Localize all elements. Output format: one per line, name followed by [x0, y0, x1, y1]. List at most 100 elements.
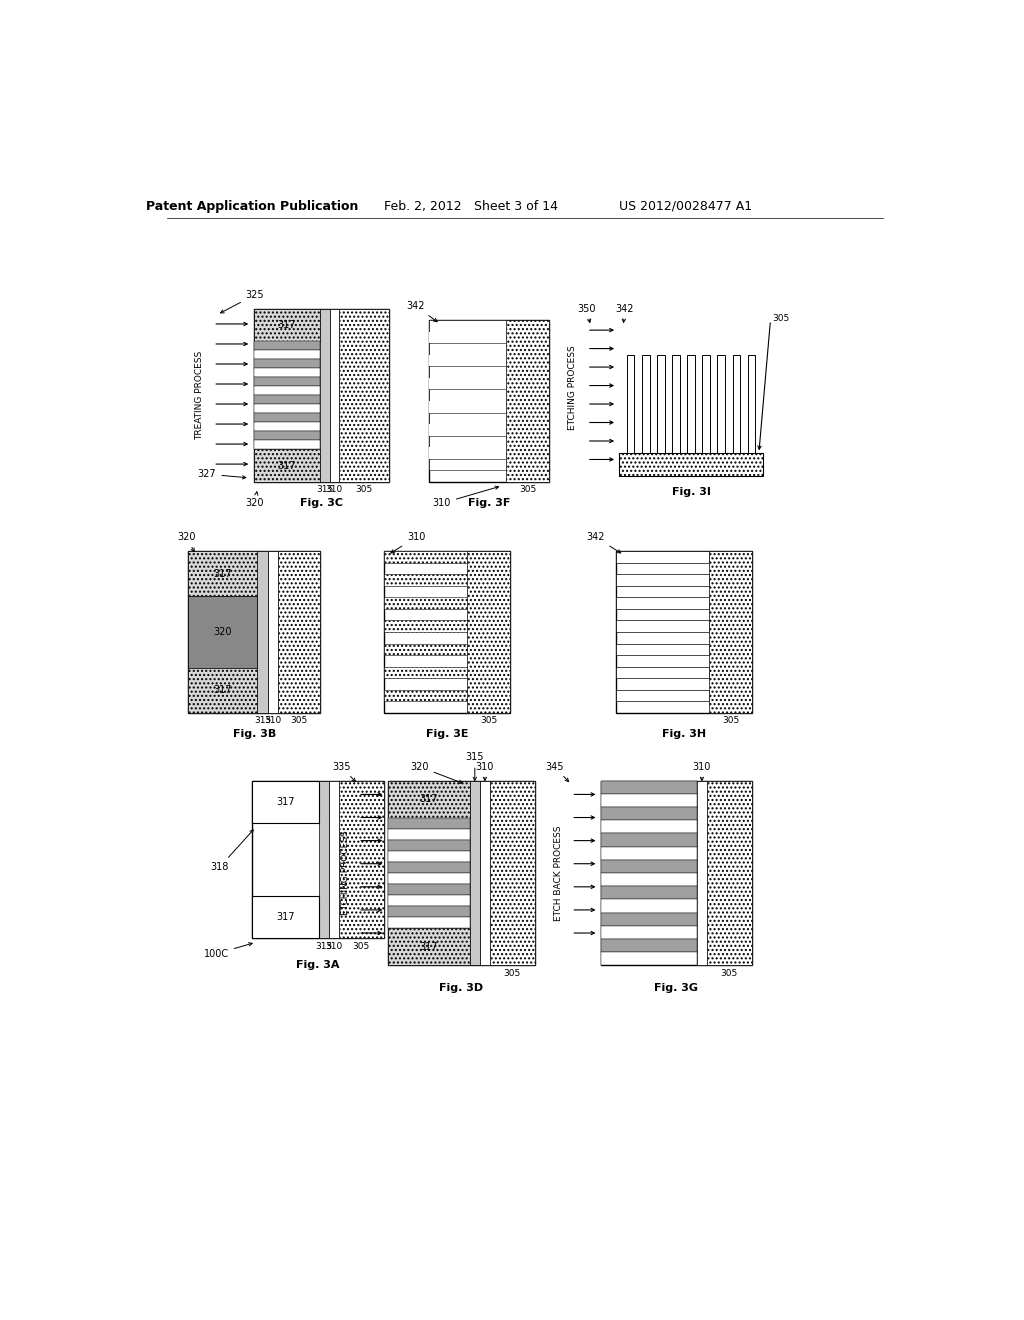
Bar — [429, 331, 506, 343]
Bar — [616, 597, 710, 609]
Bar — [254, 341, 321, 350]
Text: 320: 320 — [177, 532, 196, 552]
Bar — [429, 321, 506, 331]
Bar — [470, 780, 480, 965]
Bar — [388, 917, 470, 928]
Bar — [388, 873, 470, 884]
Bar — [254, 432, 321, 441]
Bar — [627, 355, 635, 453]
Bar — [601, 820, 697, 833]
Bar — [384, 689, 467, 701]
Text: 100C: 100C — [204, 942, 252, 958]
Bar — [601, 886, 697, 899]
Bar — [252, 780, 318, 824]
Text: 305: 305 — [722, 715, 739, 725]
Bar — [388, 862, 470, 873]
Bar — [388, 829, 470, 840]
Text: 320: 320 — [246, 492, 264, 508]
Bar — [620, 453, 763, 477]
Text: 305: 305 — [352, 941, 370, 950]
Text: 342: 342 — [407, 301, 437, 322]
Bar — [657, 355, 665, 453]
Bar — [702, 355, 710, 453]
Bar — [329, 780, 339, 939]
Bar — [384, 620, 467, 632]
Text: 317: 317 — [278, 461, 296, 471]
Bar — [388, 851, 470, 862]
Bar — [601, 899, 697, 912]
Text: 317: 317 — [214, 569, 232, 578]
Bar — [388, 895, 470, 907]
Text: 305: 305 — [721, 969, 738, 978]
Bar — [601, 793, 697, 807]
Bar — [318, 780, 329, 939]
Bar — [429, 459, 506, 470]
Text: 315: 315 — [466, 752, 484, 780]
Text: 317: 317 — [420, 795, 438, 804]
Bar — [601, 807, 697, 820]
Bar — [278, 552, 321, 713]
Text: ETCHING PROCESS: ETCHING PROCESS — [341, 830, 349, 915]
Bar — [748, 355, 755, 453]
Bar — [384, 552, 510, 713]
Bar — [601, 912, 697, 925]
Bar — [254, 378, 321, 387]
Text: US 2012/0028477 A1: US 2012/0028477 A1 — [620, 199, 753, 213]
Text: 327: 327 — [198, 469, 246, 479]
Bar — [467, 552, 510, 713]
Bar — [252, 896, 318, 939]
Bar — [384, 552, 467, 562]
Bar — [616, 574, 710, 586]
Text: 325: 325 — [220, 289, 264, 313]
Bar — [642, 355, 649, 453]
Text: Fig. 3F: Fig. 3F — [468, 499, 510, 508]
Bar — [254, 359, 321, 368]
Bar — [388, 780, 470, 817]
Bar — [429, 355, 506, 366]
Bar — [429, 412, 506, 424]
Text: TREATING PROCESS: TREATING PROCESS — [195, 351, 204, 440]
Bar — [254, 309, 321, 341]
Bar — [506, 321, 549, 482]
Bar — [254, 387, 321, 395]
Text: 317: 317 — [276, 797, 295, 807]
Bar — [429, 436, 506, 447]
Bar — [429, 378, 506, 389]
Text: 315: 315 — [316, 484, 334, 494]
Bar — [254, 309, 389, 482]
Text: 317: 317 — [214, 685, 232, 696]
Bar — [601, 780, 697, 793]
Bar — [384, 644, 467, 655]
Text: ETCH BACK PROCESS: ETCH BACK PROCESS — [554, 825, 562, 921]
Bar — [601, 859, 697, 873]
Bar — [254, 441, 321, 450]
Text: 305: 305 — [290, 715, 307, 725]
Bar — [254, 368, 321, 378]
Bar — [188, 597, 257, 668]
Text: 310: 310 — [476, 762, 494, 780]
Bar — [384, 597, 467, 609]
Text: 317: 317 — [420, 942, 438, 952]
Bar — [616, 689, 710, 701]
Text: ETCHING PROCESS: ETCHING PROCESS — [568, 346, 578, 430]
Text: 350: 350 — [578, 304, 596, 322]
Bar — [388, 907, 470, 917]
Bar — [188, 668, 257, 713]
Text: 342: 342 — [615, 304, 634, 322]
Text: 320: 320 — [214, 627, 232, 638]
Bar — [616, 620, 710, 632]
Bar — [321, 309, 330, 482]
Text: 305: 305 — [355, 484, 373, 494]
Bar — [616, 667, 710, 678]
Text: 320: 320 — [411, 762, 462, 783]
Bar — [710, 552, 752, 713]
Bar — [254, 449, 321, 482]
Bar — [254, 422, 321, 432]
Bar — [188, 552, 257, 597]
Bar — [429, 343, 506, 355]
Bar — [489, 780, 535, 965]
Bar — [188, 552, 321, 713]
Bar — [601, 939, 697, 952]
Bar — [601, 952, 697, 965]
Text: Fig. 3B: Fig. 3B — [232, 730, 275, 739]
